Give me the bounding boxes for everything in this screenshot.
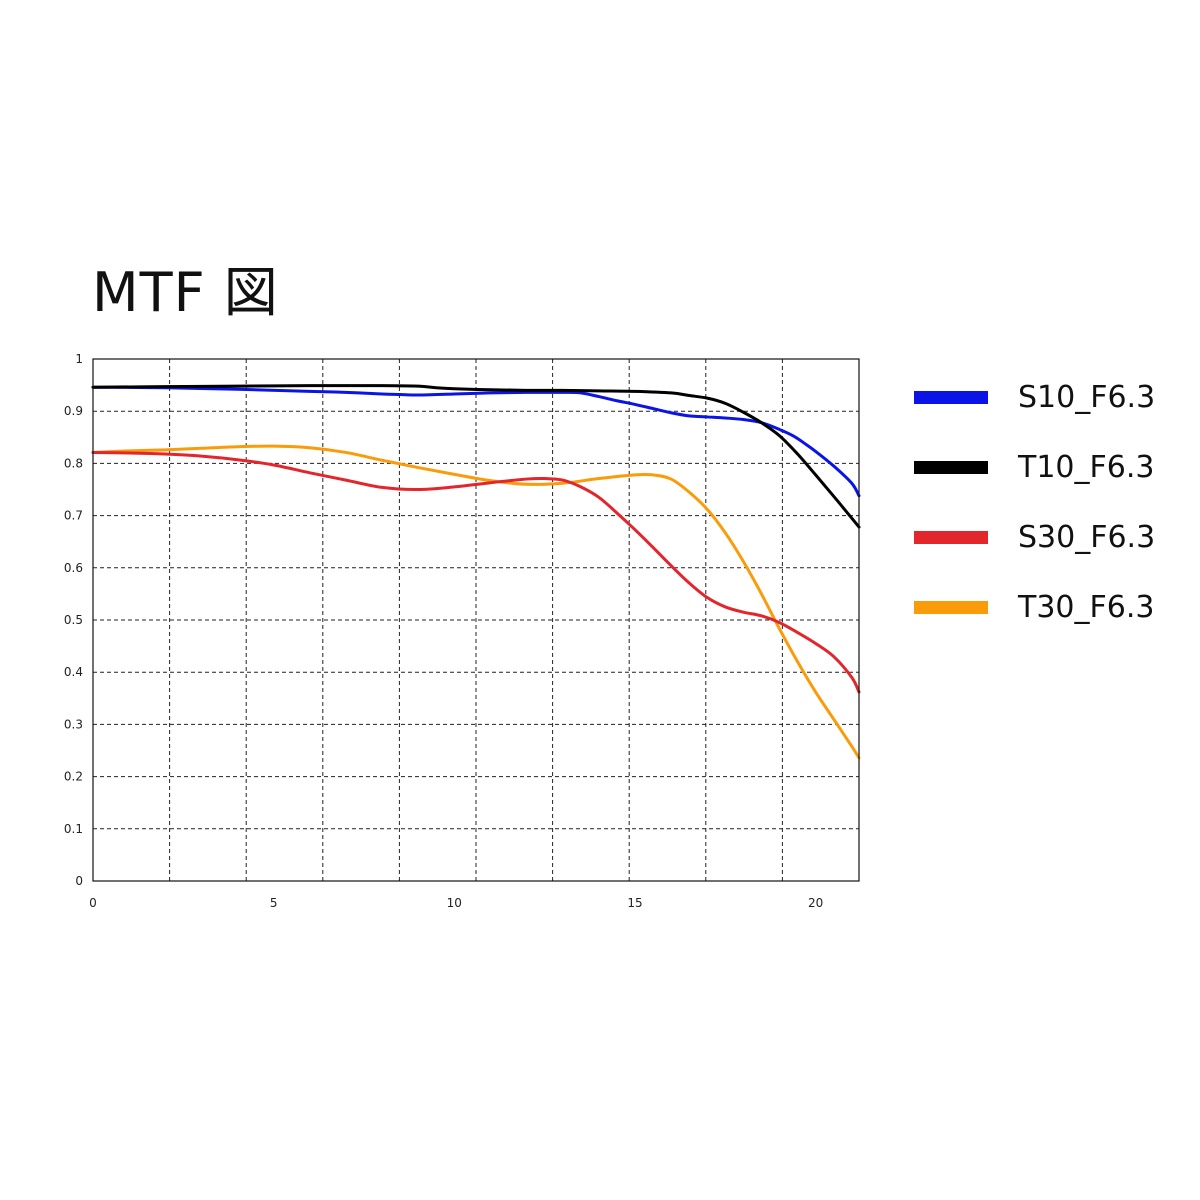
x-tick-label: 15 (627, 896, 642, 910)
legend-item-s10: S10_F6.3 (914, 362, 1155, 432)
series-line-t10 (91, 384, 861, 529)
legend-swatch-s10 (914, 390, 988, 404)
y-tick-label: 0.3 (64, 717, 83, 731)
y-tick-labels: 0 0.1 0.2 0.3 0.4 0.5 0.6 0.7 0.8 0.9 1 (64, 352, 83, 888)
x-tick-labels: 0 5 10 15 20 (89, 896, 823, 910)
x-tick-label: 0 (89, 896, 97, 910)
legend-label-s30: S30_F6.3 (1018, 519, 1156, 555)
x-tick-label: 5 (270, 896, 278, 910)
y-tick-label: 0 (75, 874, 83, 888)
legend-label-s10: S10_F6.3 (1018, 379, 1156, 415)
series-line-s10 (91, 385, 861, 498)
legend-label-t30: T30_F6.3 (1018, 589, 1155, 625)
legend-item-t30: T30_F6.3 (914, 572, 1155, 642)
x-tick-label: 10 (447, 896, 462, 910)
x-tick-label: 20 (808, 896, 823, 910)
series-line-s30 (91, 450, 861, 694)
y-tick-label: 1 (75, 352, 83, 366)
y-tick-label: 0.9 (64, 404, 83, 418)
legend: S10_F6.3 T10_F6.3 S30_F6.3 T30_F6.3 (914, 362, 1155, 642)
legend-swatch-t30 (914, 600, 988, 614)
chart-title: MTF 図 (92, 261, 279, 324)
y-tick-label: 0.6 (64, 561, 83, 575)
y-tick-label: 0.2 (64, 770, 83, 784)
y-tick-label: 0.5 (64, 613, 83, 627)
grid-lines (93, 359, 859, 881)
y-tick-label: 0.8 (64, 456, 83, 470)
series-lines (91, 384, 861, 760)
series-line-t30 (91, 444, 861, 760)
y-tick-label: 0.1 (64, 822, 83, 836)
plot-frame (92, 358, 860, 882)
legend-swatch-t10 (914, 460, 988, 474)
legend-item-s30: S30_F6.3 (914, 502, 1155, 572)
legend-label-t10: T10_F6.3 (1018, 449, 1155, 485)
y-tick-label: 0.4 (64, 665, 83, 679)
y-tick-label: 0.7 (64, 509, 83, 523)
legend-swatch-s30 (914, 530, 988, 544)
legend-item-t10: T10_F6.3 (914, 432, 1155, 502)
